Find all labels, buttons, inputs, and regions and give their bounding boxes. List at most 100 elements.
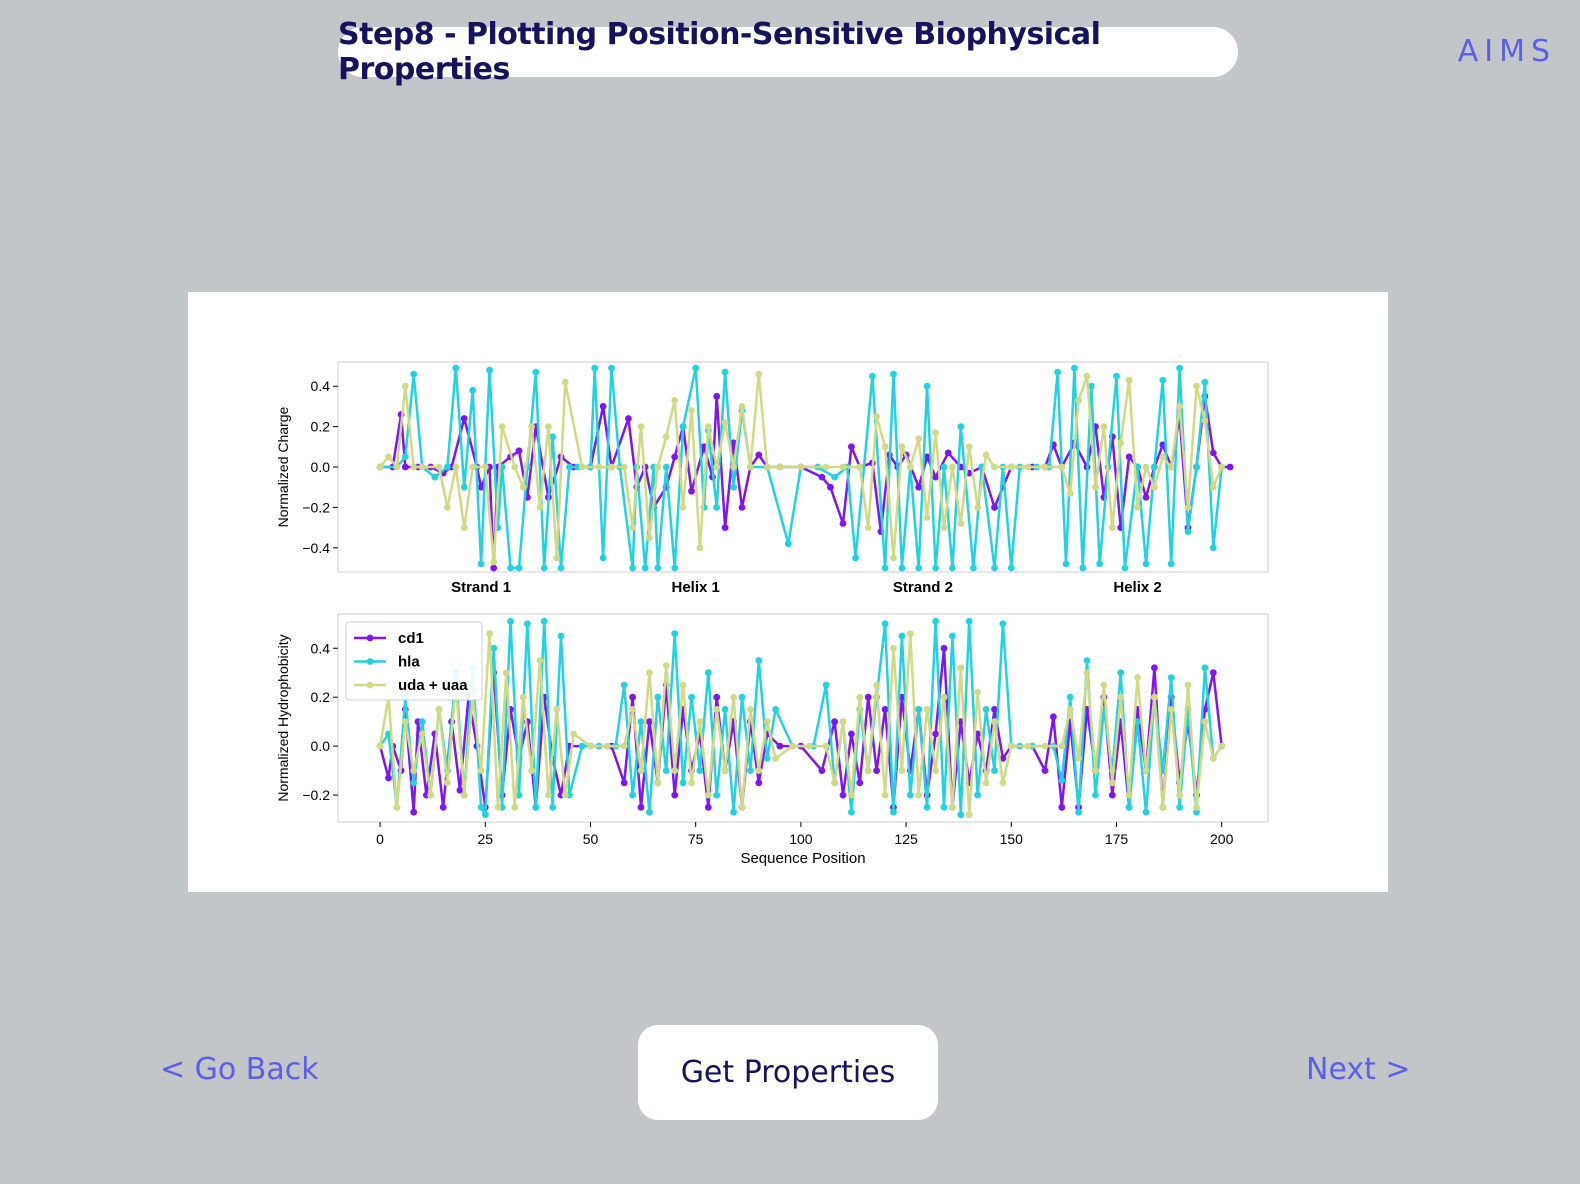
data-point <box>629 706 636 713</box>
data-point <box>1201 664 1209 672</box>
data-point <box>662 767 670 774</box>
data-point <box>688 693 695 701</box>
data-point <box>873 767 880 774</box>
data-point <box>696 718 704 726</box>
data-point <box>1159 453 1167 461</box>
data-point <box>679 681 687 689</box>
data-point <box>393 803 401 811</box>
data-point <box>637 767 645 774</box>
next-link[interactable]: Next > <box>1306 1052 1411 1087</box>
data-point <box>1075 397 1082 404</box>
data-point <box>704 669 712 677</box>
data-point <box>890 644 897 652</box>
data-point <box>1083 669 1091 677</box>
x-axis-label: Sequence Position <box>740 850 865 867</box>
data-point <box>730 808 737 816</box>
data-point <box>620 681 628 689</box>
data-point <box>1075 755 1082 762</box>
series-line <box>379 372 1223 564</box>
region-label: Helix 2 <box>1113 579 1161 596</box>
data-point <box>772 706 779 713</box>
data-point <box>1117 669 1125 677</box>
data-point <box>1193 382 1200 390</box>
region-label: Strand 1 <box>451 579 511 596</box>
data-point <box>1007 564 1015 572</box>
data-point <box>949 803 956 811</box>
data-point <box>549 803 556 811</box>
data-point <box>654 463 662 471</box>
data-point <box>776 742 784 750</box>
data-point <box>704 803 712 811</box>
data-point <box>401 382 409 390</box>
data-point <box>1024 463 1032 471</box>
data-point <box>608 463 615 471</box>
data-point <box>435 706 443 713</box>
get-properties-button[interactable]: Get Properties <box>638 1025 938 1120</box>
data-point <box>532 368 540 376</box>
data-point <box>637 423 645 430</box>
data-point <box>898 767 906 774</box>
data-point <box>738 504 746 511</box>
data-point <box>477 803 485 811</box>
data-point <box>477 560 485 568</box>
data-point <box>1159 803 1167 811</box>
data-point <box>444 504 451 511</box>
data-point <box>490 558 498 566</box>
data-point <box>553 554 561 562</box>
data-point <box>1007 742 1015 750</box>
data-point <box>549 433 556 441</box>
data-point <box>1125 791 1133 799</box>
data-point <box>965 617 973 625</box>
data-point <box>848 443 855 451</box>
data-point <box>738 803 746 811</box>
data-point <box>599 554 607 562</box>
data-point <box>805 742 813 750</box>
data-point <box>595 463 603 471</box>
data-point <box>1092 791 1099 799</box>
data-point <box>932 429 939 437</box>
data-point <box>1209 755 1217 762</box>
data-point <box>784 540 792 548</box>
data-point <box>692 364 700 372</box>
data-point <box>460 524 468 531</box>
data-point <box>923 453 931 461</box>
legend-box <box>345 621 483 701</box>
data-point <box>915 564 923 572</box>
data-point <box>864 524 872 531</box>
data-point <box>1079 564 1087 572</box>
data-point <box>974 791 981 799</box>
data-point <box>646 669 653 677</box>
x-tick-label: 150 <box>1000 831 1024 847</box>
y-axis-label: Normalized Charge <box>275 406 291 527</box>
data-point <box>1184 504 1192 511</box>
data-point <box>410 370 418 378</box>
data-point <box>401 453 409 461</box>
data-point <box>662 463 670 471</box>
data-point <box>410 779 418 787</box>
data-point <box>1062 560 1070 568</box>
data-point <box>1193 803 1200 811</box>
data-point <box>688 487 695 495</box>
data-point <box>1209 483 1217 491</box>
data-point <box>460 415 468 422</box>
legend-label: cd1 <box>398 630 424 647</box>
data-point <box>410 767 418 774</box>
data-point <box>671 397 679 404</box>
data-point <box>1108 779 1116 787</box>
data-point <box>519 483 527 491</box>
data-point <box>957 520 965 527</box>
data-point <box>477 767 485 774</box>
data-point <box>671 453 679 461</box>
go-back-link[interactable]: < Go Back <box>160 1052 319 1087</box>
data-point <box>1054 368 1061 376</box>
brand-logo[interactable]: AIMS <box>1457 34 1556 69</box>
data-point <box>540 617 548 625</box>
chart-panel-2: 0.4 0.2 0.0 −0.2 Normalized Hydrophobicity 0 2… <box>275 613 1269 867</box>
data-point <box>957 811 965 819</box>
data-point <box>671 767 679 774</box>
data-point <box>932 730 939 738</box>
data-point <box>747 463 754 471</box>
data-point <box>679 779 687 787</box>
data-point <box>881 443 889 451</box>
data-point <box>460 483 468 491</box>
